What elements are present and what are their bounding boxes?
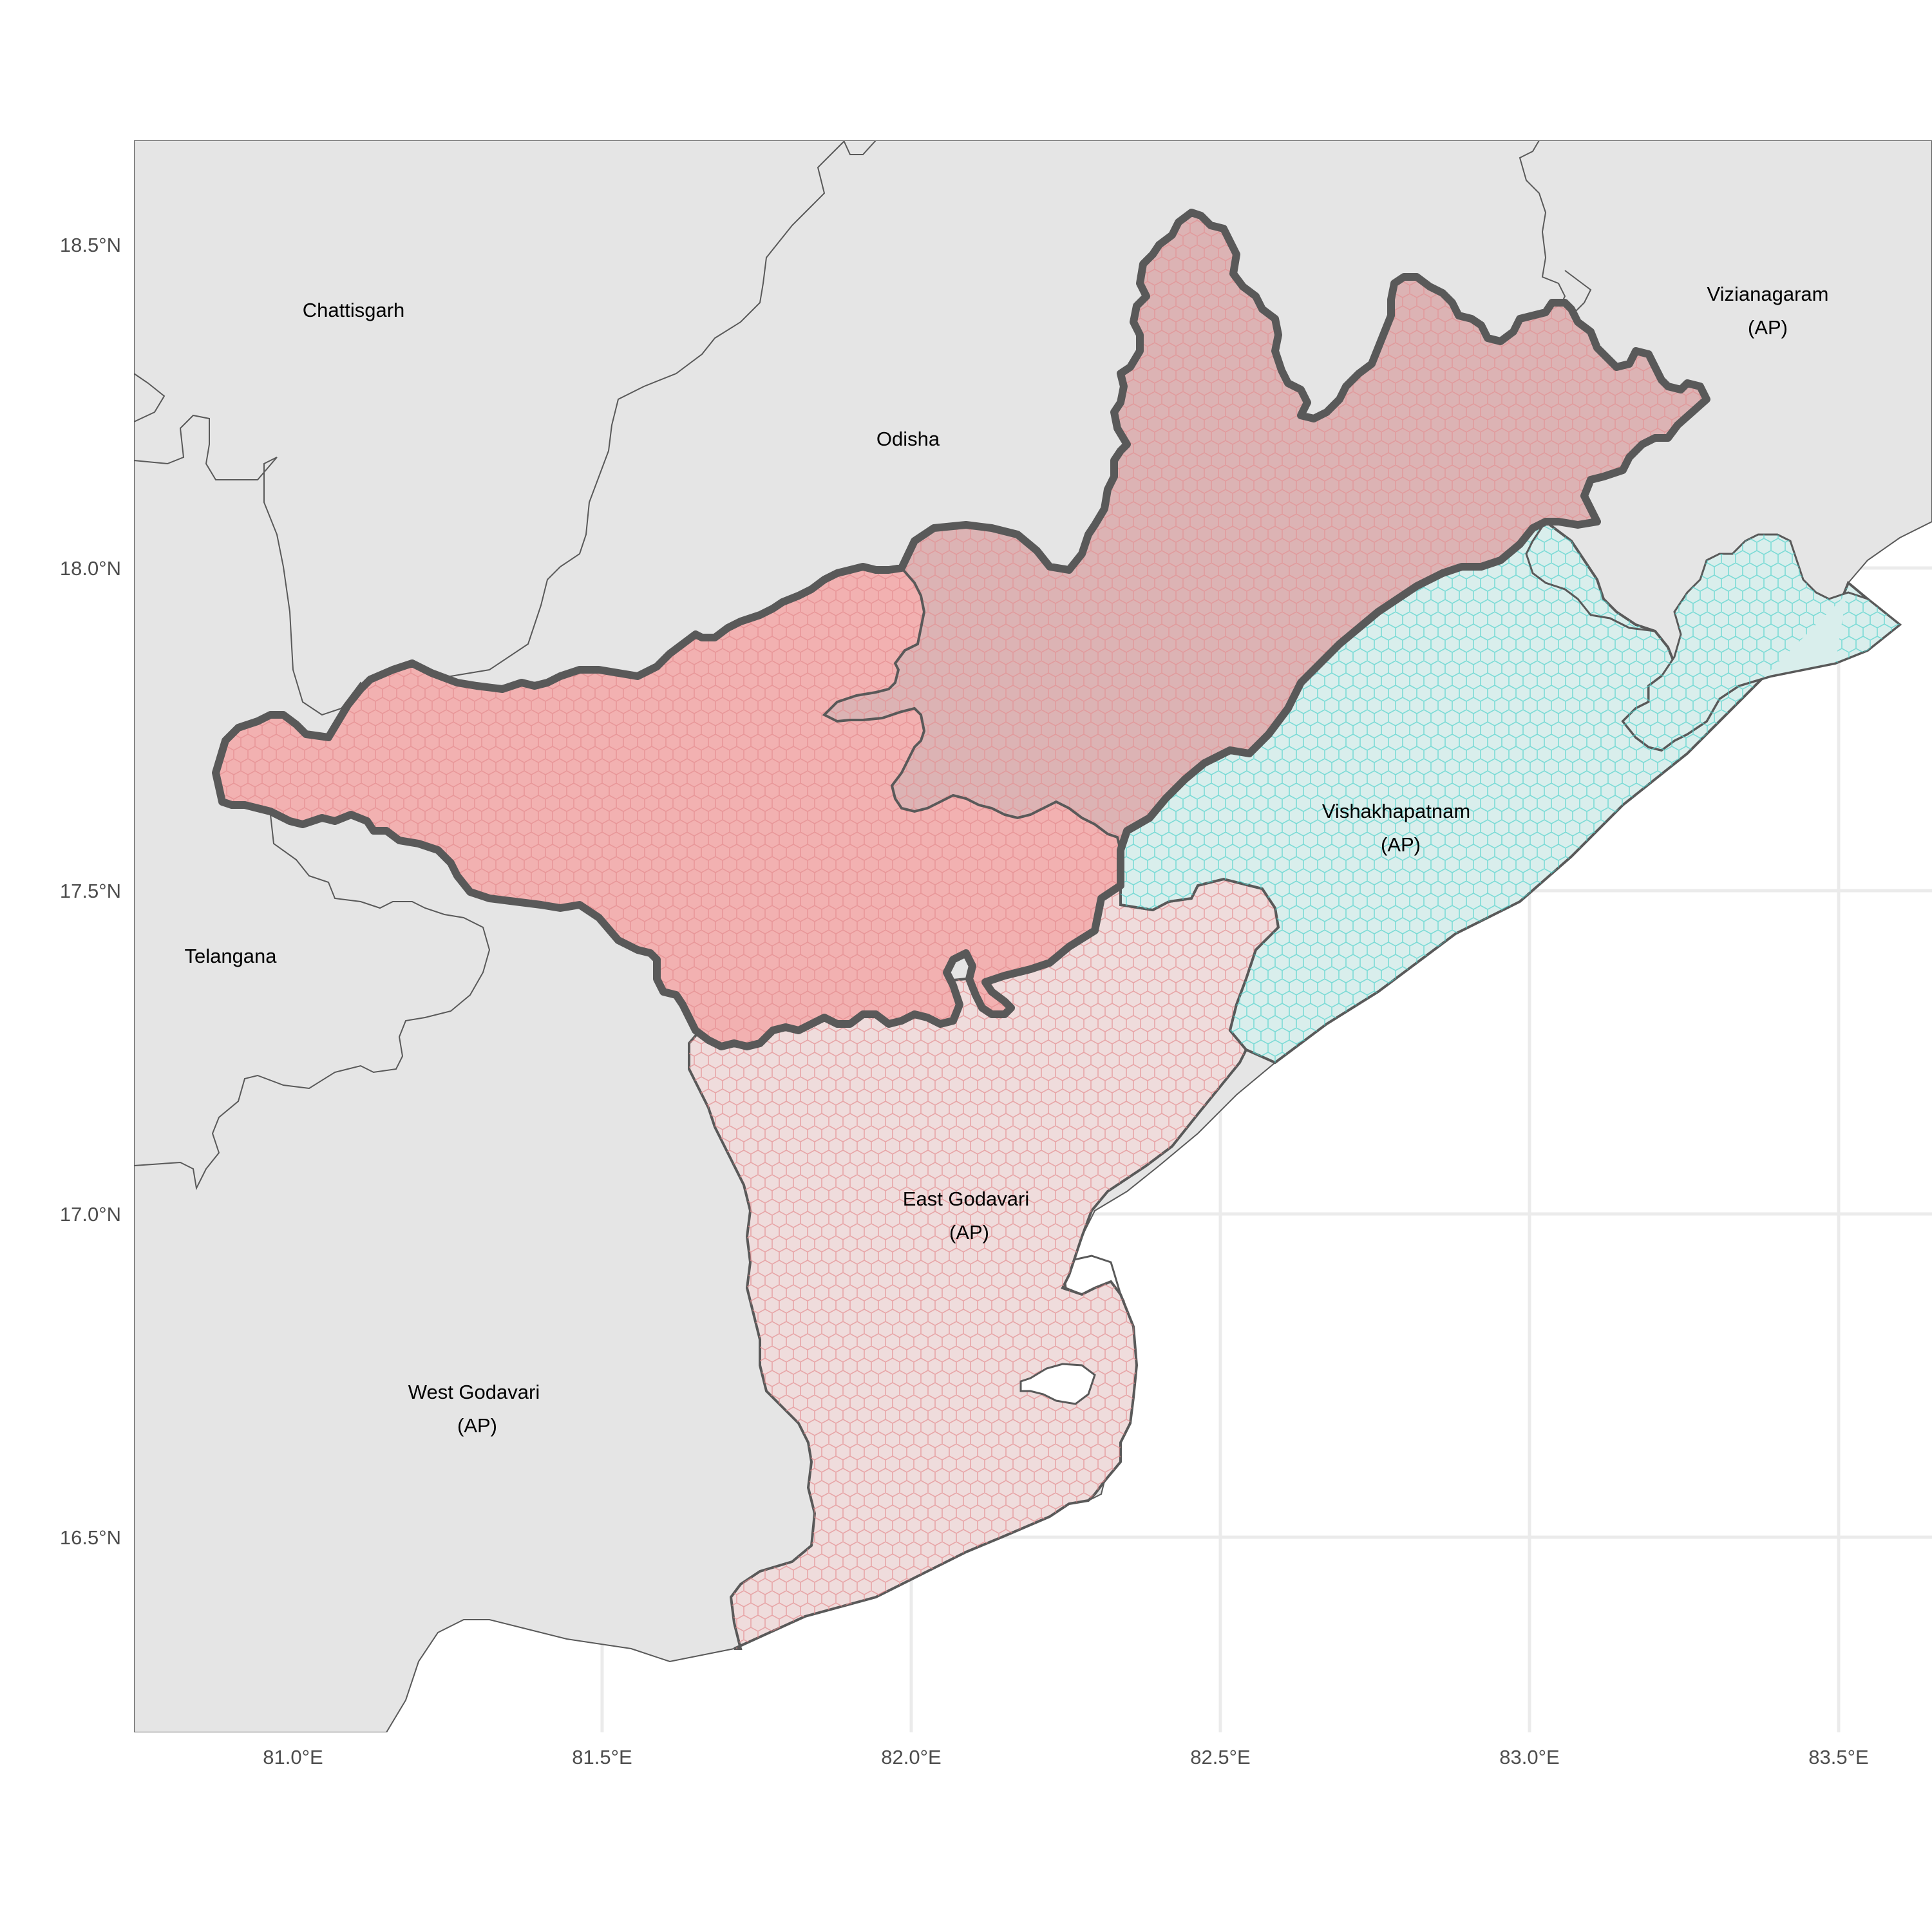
label-west-godavari-state: (AP) bbox=[457, 1414, 497, 1437]
label-west-godavari: West Godavari bbox=[408, 1381, 540, 1403]
vishakhapatnam-hex-grid bbox=[1121, 522, 1900, 1063]
x-tick-label: 82.5°E bbox=[1190, 1746, 1250, 1768]
label-vizianagaram: Vizianagaram bbox=[1707, 283, 1829, 305]
label-vizianagaram-state: (AP) bbox=[1748, 316, 1788, 339]
y-axis: 18.5°N 18.0°N 17.5°N 17.0°N 16.5°N bbox=[60, 234, 121, 1549]
label-east-godavari-state: (AP) bbox=[949, 1221, 989, 1244]
x-tick-label: 83.0°E bbox=[1499, 1746, 1559, 1768]
y-tick-label: 17.5°N bbox=[60, 880, 121, 902]
y-tick-label: 18.0°N bbox=[60, 557, 121, 580]
x-tick-label: 82.0°E bbox=[881, 1746, 941, 1768]
highlighted-area-outline bbox=[212, 209, 1710, 1050]
label-odisha: Odisha bbox=[876, 428, 940, 450]
x-tick-label: 81.0°E bbox=[263, 1746, 323, 1768]
x-tick-label: 83.5°E bbox=[1808, 1746, 1868, 1768]
state-boundaries bbox=[134, 140, 1592, 1191]
y-tick-label: 17.0°N bbox=[60, 1203, 121, 1226]
label-vishakhapatnam-state: (AP) bbox=[1381, 833, 1421, 856]
label-chattisgarh: Chattisgarh bbox=[303, 299, 405, 321]
northern-agency-hex-grid bbox=[824, 213, 1707, 850]
y-tick-label: 18.5°N bbox=[60, 234, 121, 256]
district-boundary-vizianagaram bbox=[1525, 521, 1656, 632]
label-telangana: Telangana bbox=[184, 945, 277, 967]
x-tick-label: 81.5°E bbox=[572, 1746, 632, 1768]
label-vishakhapatnam: Vishakhapatnam bbox=[1322, 800, 1470, 822]
region-labels: Chattisgarh Odisha Telangana Vizianagara… bbox=[184, 283, 1828, 1437]
east-godavari-hex-grid bbox=[689, 879, 1278, 1649]
x-axis: 81.0°E 81.5°E 82.0°E 82.5°E 83.0°E 83.5°… bbox=[263, 1746, 1868, 1768]
western-agency-hex-grid bbox=[216, 567, 1121, 1046]
internal-mandal-boundary bbox=[822, 567, 1122, 851]
label-east-godavari: East Godavari bbox=[903, 1188, 1029, 1210]
lagoon-inside-east-godavari bbox=[1019, 1363, 1096, 1405]
y-tick-label: 16.5°N bbox=[60, 1526, 121, 1549]
